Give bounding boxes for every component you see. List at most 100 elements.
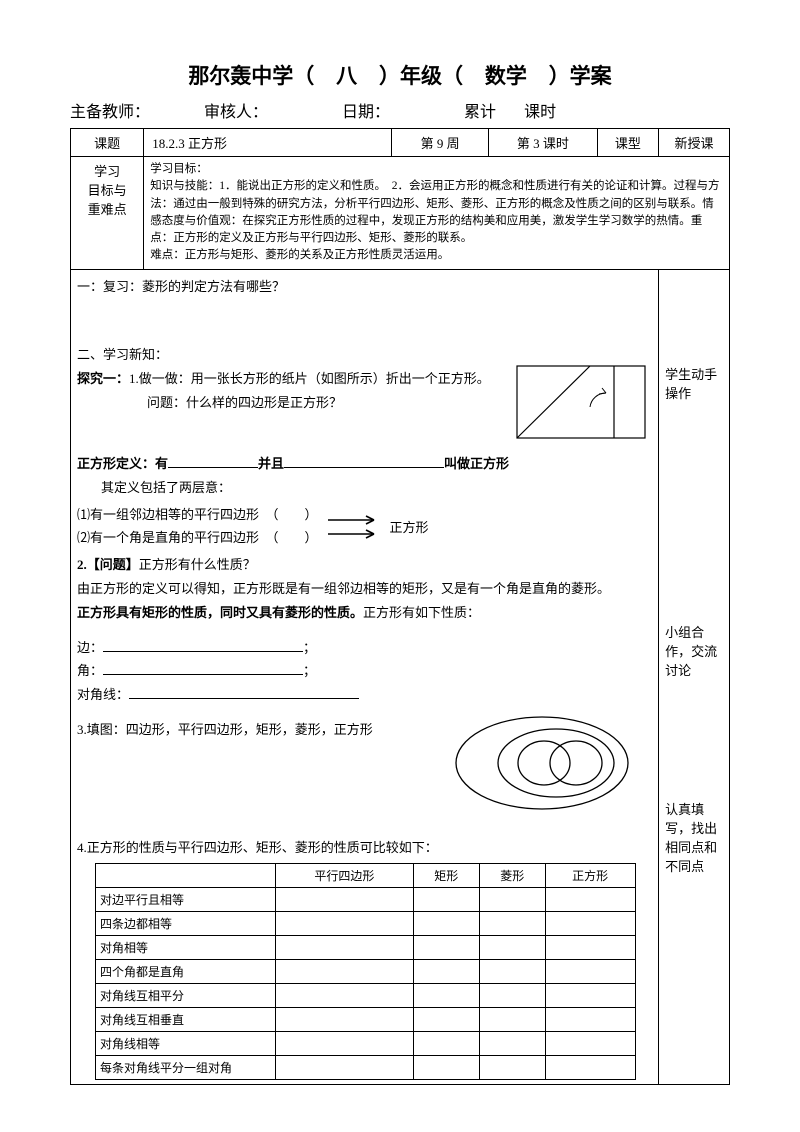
cell[interactable] xyxy=(479,983,545,1007)
cell[interactable] xyxy=(545,1031,635,1055)
def-mid: 并且 xyxy=(258,456,284,471)
edge-line: 边：； xyxy=(77,638,652,659)
square-label: 正方形 xyxy=(390,517,429,536)
sub-t4: 累计 xyxy=(464,98,496,122)
angle-label: 角： xyxy=(77,663,103,678)
diag-label: 对角线： xyxy=(77,687,129,702)
objectives-text: 学习目标： 知识与技能：1．能说出正方形的定义和性质。 2．会运用正方形的概念和… xyxy=(144,157,730,270)
cell[interactable] xyxy=(545,983,635,1007)
def-post: 叫做正方形 xyxy=(444,456,509,471)
cell[interactable] xyxy=(545,1055,635,1079)
comp-r1: 四条边都相等 xyxy=(96,911,276,935)
comp-r5: 对角线互相垂直 xyxy=(96,1007,276,1031)
cell[interactable] xyxy=(276,1055,414,1079)
sidenote-3: 认真填写，找出相同点和不同点 xyxy=(665,799,723,875)
cell[interactable] xyxy=(479,887,545,911)
hdr-type-label: 课型 xyxy=(597,129,658,157)
title-school: 那尔轰中学（ xyxy=(188,65,314,88)
arrows-icon xyxy=(326,512,382,542)
comp-r3: 四个角都是直角 xyxy=(96,959,276,983)
cell[interactable] xyxy=(276,1007,414,1031)
q2-label: 2.【问题】 xyxy=(77,557,139,572)
objectives-row: 学习 目标与 重难点 学习目标： 知识与技能：1．能说出正方形的定义和性质。 2… xyxy=(71,157,730,270)
blank-2[interactable] xyxy=(284,454,444,468)
cell[interactable] xyxy=(276,959,414,983)
side-notes: 学生动手操作 小组合作，交流讨论 认真填写，找出相同点和不同点 xyxy=(659,269,730,1084)
title-grade: 八 xyxy=(336,65,357,88)
cell[interactable] xyxy=(479,959,545,983)
q2-line: 2.【问题】正方形有什么性质？ xyxy=(77,555,652,576)
cell[interactable] xyxy=(276,911,414,935)
cell[interactable] xyxy=(479,1055,545,1079)
def-options-row: ⑴有一组邻边相等的平行四边形 （ ） ⑵有一个角是直角的平行四边形 （ ） 正方… xyxy=(77,502,652,553)
title-subject: 数学 xyxy=(485,65,527,88)
comp-r6: 对角线相等 xyxy=(96,1031,276,1055)
cell[interactable] xyxy=(413,911,479,935)
hdr-period-pre: 第 xyxy=(517,136,533,151)
comp-h3: 菱形 xyxy=(479,863,545,887)
edge-label: 边： xyxy=(77,640,103,655)
comparison-table: 平行四边形 矩形 菱形 正方形 对边平行且相等 四条边都相等 对角相等 四个角都… xyxy=(95,863,636,1080)
comp-header-row: 平行四边形 矩形 菱形 正方形 xyxy=(96,863,636,887)
blank-1[interactable] xyxy=(168,454,258,468)
sub-t2: 审核人： xyxy=(204,98,268,122)
cell[interactable] xyxy=(545,959,635,983)
cell[interactable] xyxy=(479,1007,545,1031)
origami-figure xyxy=(516,365,646,443)
sub-t1: 主备教师： xyxy=(70,98,150,122)
cell[interactable] xyxy=(545,887,635,911)
objectives-label: 学习 目标与 重难点 xyxy=(71,157,144,270)
cell[interactable] xyxy=(276,983,414,1007)
cell[interactable] xyxy=(413,1007,479,1031)
q2-tail: 正方形有如下性质： xyxy=(363,605,480,620)
def-opt1: ⑴有一组邻边相等的平行四边形 （ ） xyxy=(77,505,318,526)
cell[interactable] xyxy=(276,1031,414,1055)
hdr-period: 第 3 课时 xyxy=(489,129,598,157)
table-row: 对角线互相平分 xyxy=(96,983,636,1007)
hdr-week-post: 周 xyxy=(443,136,459,151)
comp-h2: 矩形 xyxy=(413,863,479,887)
cell[interactable] xyxy=(413,935,479,959)
cell[interactable] xyxy=(413,1031,479,1055)
blank-edge[interactable] xyxy=(103,638,303,652)
sidenote-1: 学生动手操作 xyxy=(665,364,723,402)
cell[interactable] xyxy=(545,1007,635,1031)
diag-line: 对角线： xyxy=(77,685,652,706)
cell[interactable] xyxy=(413,887,479,911)
cell[interactable] xyxy=(479,1031,545,1055)
blank-diag[interactable] xyxy=(129,685,359,699)
def-opt2: ⑵有一个角是直角的平行四边形 （ ） xyxy=(77,528,318,549)
title-mid1: ）年级（ xyxy=(379,65,463,88)
sub-line: 主备教师： 审核人： 日期： 累计 课时 xyxy=(70,98,730,122)
definition-line: 正方形定义：有 并且 叫做正方形 xyxy=(77,454,652,475)
blank-angle[interactable] xyxy=(103,661,303,675)
def-pre: 正方形定义：有 xyxy=(77,456,168,471)
hdr-week: 第 9 周 xyxy=(392,129,489,157)
cell[interactable] xyxy=(413,959,479,983)
table-row: 对角线相等 xyxy=(96,1031,636,1055)
venn-figure xyxy=(452,713,632,817)
cell[interactable] xyxy=(413,983,479,1007)
hdr-period-post: 课时 xyxy=(540,136,569,151)
explore-1-text: 1.做一做：用一张长方形的纸片（如图所示）折出一个正方形。 xyxy=(129,371,490,386)
cell[interactable] xyxy=(413,1055,479,1079)
header-row: 课题 18.2.3 正方形 第 9 周 第 3 课时 课型 新授课 xyxy=(71,129,730,157)
title-end: ）学案 xyxy=(549,65,612,88)
q2-bold-line: 正方形具有矩形的性质，同时又具有菱形的性质。正方形有如下性质： xyxy=(77,603,652,624)
cell[interactable] xyxy=(545,935,635,959)
section-new: 二、学习新知： xyxy=(77,345,652,366)
cell[interactable] xyxy=(479,911,545,935)
table-row: 对边平行且相等 xyxy=(96,887,636,911)
cell[interactable] xyxy=(276,887,414,911)
body-row: 一：复习：菱形的判定方法有哪些？ 二、学习新知： 探究一：1.做一做：用一张长方… xyxy=(71,269,730,1084)
comp-h1: 平行四边形 xyxy=(276,863,414,887)
cell[interactable] xyxy=(479,935,545,959)
cell[interactable] xyxy=(545,911,635,935)
table-row: 四个角都是直角 xyxy=(96,959,636,983)
section-review: 一：复习：菱形的判定方法有哪些？ xyxy=(77,277,652,298)
comp-r2: 对角相等 xyxy=(96,935,276,959)
cell[interactable] xyxy=(276,935,414,959)
hdr-topic-value: 18.2.3 正方形 xyxy=(144,129,392,157)
comp-h0 xyxy=(96,863,276,887)
table-row: 对角线互相垂直 xyxy=(96,1007,636,1031)
